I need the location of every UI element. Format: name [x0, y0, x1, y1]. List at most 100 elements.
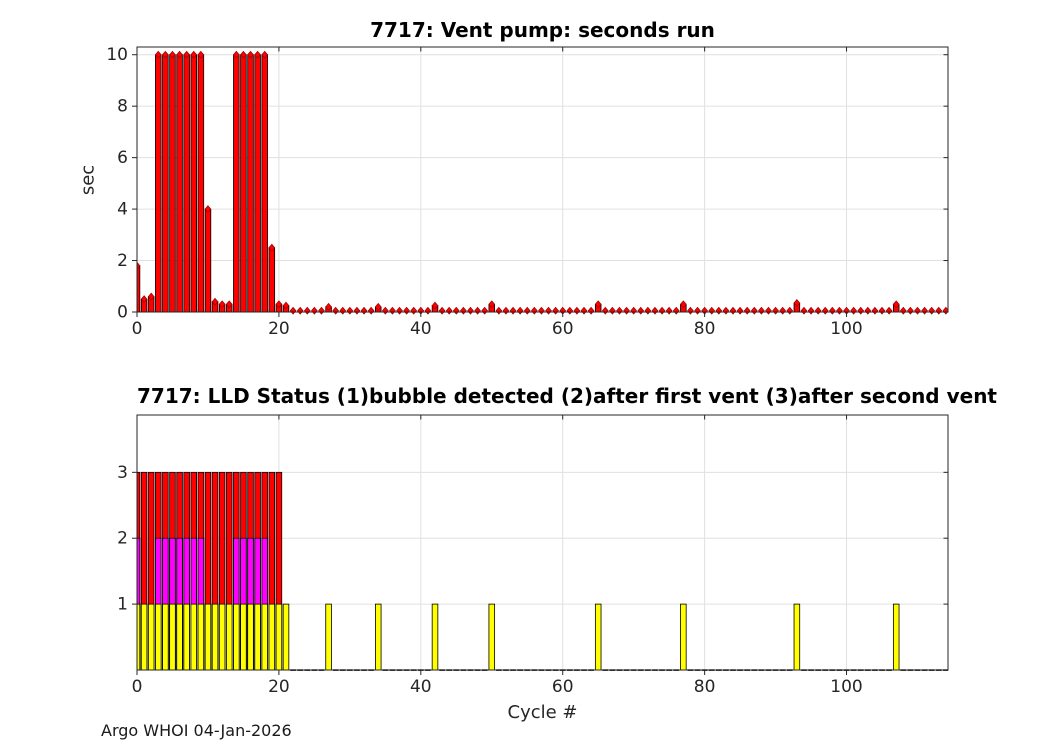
- vent-seconds-bar: [247, 54, 254, 313]
- diamond-marker: [282, 301, 290, 310]
- lld-status-bar: [162, 603, 169, 671]
- diamond-marker: [538, 306, 545, 315]
- diamond-marker: [793, 299, 801, 307]
- diamond-marker: [247, 50, 254, 59]
- vent-pump-ylabel: sec: [77, 164, 99, 196]
- diamond-marker: [289, 306, 297, 315]
- plot-border: [136, 414, 949, 671]
- diamond-marker: [218, 300, 226, 309]
- diamond-marker: [154, 50, 162, 59]
- diamond-marker: [750, 306, 758, 315]
- diamond-marker: [687, 306, 694, 315]
- diamond-marker: [332, 306, 340, 315]
- vent-pump-chart-title: 7717: Vent pump: seconds run: [370, 18, 715, 42]
- diamond-marker: [445, 306, 453, 315]
- diamond-marker: [623, 306, 630, 315]
- diamond-marker: [488, 300, 496, 309]
- diamond-marker: [232, 50, 240, 59]
- lld-status-bar: [204, 603, 212, 671]
- diamond-marker: [424, 306, 432, 315]
- diamond-marker: [396, 306, 403, 315]
- diamond-marker: [907, 306, 914, 315]
- diamond-marker: [878, 306, 886, 315]
- y-tick-label: 0: [117, 303, 128, 323]
- vent-seconds-bar: [204, 208, 212, 313]
- diamond-marker: [509, 306, 517, 315]
- lld-status-bar: [225, 603, 233, 671]
- vent-seconds-bar: [261, 54, 268, 313]
- diamond-marker: [140, 295, 148, 304]
- diamond-marker: [736, 306, 744, 315]
- x-tick-label: 60: [552, 319, 574, 339]
- lld-status-bar: [261, 603, 268, 671]
- plot-border: [136, 46, 949, 313]
- diamond-marker: [460, 306, 467, 315]
- diamond-marker: [914, 306, 921, 315]
- diamond-marker: [303, 306, 311, 315]
- y-tick-label: 4: [117, 200, 128, 220]
- diamond-marker: [225, 300, 233, 309]
- lld-status-bar: [793, 603, 801, 671]
- lld-status-bar: [190, 603, 197, 671]
- diamond-marker: [523, 306, 531, 315]
- x-tick-label: 60: [552, 677, 574, 697]
- vent-seconds-bar: [268, 247, 276, 313]
- vent-seconds-bar: [176, 54, 183, 313]
- diamond-marker: [261, 50, 269, 59]
- vent-seconds-bar: [197, 54, 205, 313]
- x-tick-label: 0: [132, 677, 143, 697]
- lld-status-bar: [155, 603, 162, 671]
- diamond-marker: [197, 50, 205, 59]
- y-tick-label: 10: [106, 45, 128, 65]
- x-tick-label: 80: [694, 319, 716, 339]
- lld-status-bar: [176, 603, 183, 671]
- vent-seconds-bar: [190, 54, 197, 313]
- diamond-marker: [353, 306, 361, 315]
- diamond-marker: [552, 306, 559, 315]
- bars-group: [137, 50, 948, 315]
- lld-status-bar: [892, 603, 900, 671]
- diamond-marker: [729, 306, 737, 315]
- bars-group: [137, 471, 948, 671]
- diamond-marker: [921, 306, 928, 315]
- diamond-marker: [495, 306, 503, 315]
- diamond-marker: [679, 300, 687, 309]
- diamond-marker: [779, 306, 787, 315]
- lld-status-bar: [240, 603, 247, 671]
- diamond-marker: [609, 306, 616, 315]
- diamond-marker: [137, 261, 141, 270]
- lld-status-bar: [147, 603, 155, 671]
- diamond-marker: [807, 306, 815, 315]
- diamond-marker: [254, 50, 261, 59]
- diamond-marker: [885, 306, 893, 315]
- diamond-marker: [601, 306, 609, 315]
- diamond-marker: [147, 292, 155, 301]
- lld-status-bar: [197, 603, 205, 671]
- diamond-marker: [651, 306, 659, 315]
- diamond-marker: [204, 205, 212, 214]
- x-tick-label: 40: [410, 319, 432, 339]
- diamond-marker: [374, 302, 382, 311]
- diamond-marker: [828, 306, 836, 315]
- vent-seconds-bar: [240, 54, 247, 313]
- lld-status-bar: [275, 603, 283, 671]
- diamond-marker: [871, 306, 879, 315]
- vent-seconds-bar: [155, 54, 162, 313]
- figure-footer: Argo WHOI 04-Jan-2026: [101, 721, 292, 740]
- diamond-marker: [452, 306, 460, 315]
- diamond-marker: [516, 306, 524, 315]
- y-tick-label: 3: [117, 463, 128, 483]
- diamond-marker: [765, 306, 772, 315]
- diamond-marker: [169, 50, 176, 59]
- vent-seconds-bar: [254, 54, 261, 313]
- diamond-marker: [339, 306, 347, 315]
- vent-seconds-bar: [162, 54, 169, 313]
- lld-status-bar: [183, 603, 190, 671]
- diamond-marker: [566, 306, 574, 315]
- diamond-marker: [431, 301, 439, 310]
- diamond-marker: [672, 306, 680, 315]
- diamond-marker: [389, 306, 396, 315]
- diamond-marker: [786, 306, 794, 315]
- diamond-marker: [836, 306, 843, 315]
